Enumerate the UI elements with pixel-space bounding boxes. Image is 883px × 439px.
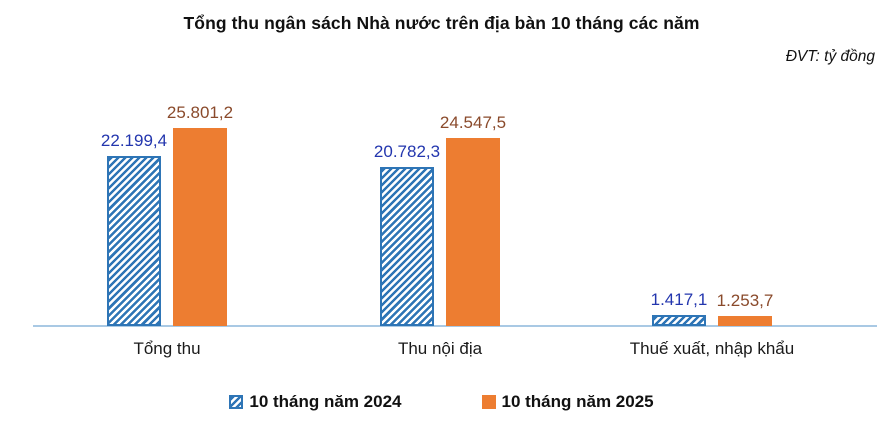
- x-axis-line: [33, 325, 877, 327]
- value-label: 24.547,5: [439, 112, 507, 132]
- legend-item-2025: 10 tháng năm 2025: [481, 392, 654, 412]
- legend-swatch-hatched: [229, 395, 244, 409]
- category-label: Thu nội địa: [397, 339, 483, 358]
- chart-title: Tổng thu ngân sách Nhà nước trên địa bàn…: [183, 13, 700, 33]
- category-label: Thuế xuất, nhập khẩu: [629, 339, 795, 358]
- bar-series1-cat1: [446, 137, 500, 326]
- legend-label: 10 tháng năm 2024: [249, 392, 402, 411]
- category-label: Tổng thu: [133, 339, 201, 358]
- bar-series0-cat0: [107, 155, 161, 326]
- legend-swatch-solid: [481, 395, 496, 409]
- legend-label: 10 tháng năm 2025: [501, 392, 654, 411]
- bar-series0-cat1: [380, 166, 434, 326]
- value-label: 20.782,3: [373, 141, 441, 161]
- value-label: 22.199,4: [100, 130, 168, 150]
- legend-item-2024: 10 tháng năm 2024: [229, 392, 402, 412]
- value-label: 1.417,1: [650, 290, 708, 310]
- unit-label: ĐVT: tỷ đồng: [785, 48, 875, 65]
- value-label: 25.801,2: [166, 103, 234, 122]
- value-label: 1.253,7: [716, 291, 774, 311]
- legend: 10 tháng năm 2024 10 tháng năm 2025: [0, 392, 883, 412]
- bar-series1-cat2: [718, 316, 772, 326]
- bar-series1-cat0: [173, 128, 227, 326]
- bar-series0-cat2: [652, 315, 706, 326]
